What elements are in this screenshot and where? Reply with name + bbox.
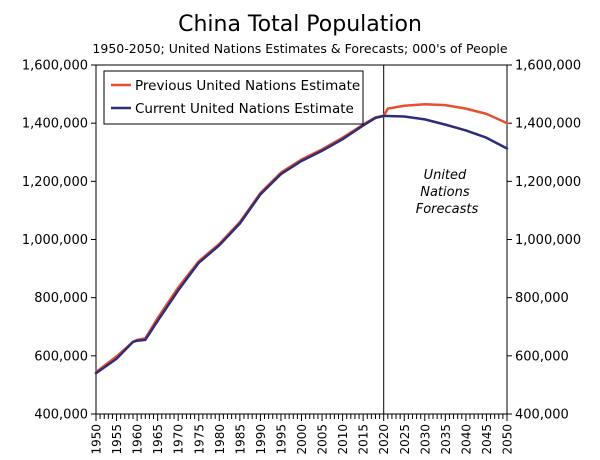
y-tick-label-right: 600,000 (515, 349, 569, 364)
legend: Previous United Nations Estimate Current… (103, 70, 364, 125)
x-tick-label: 1985 (233, 424, 247, 455)
x-tick-label: 1970 (172, 424, 186, 455)
x-tick-label: 2040 (459, 424, 473, 455)
y-tick-label-right: 1,400,000 (515, 117, 581, 132)
y-tick-label-right: 1,000,000 (515, 233, 581, 248)
series-group (94, 103, 509, 375)
x-tick-label: 1965 (151, 424, 165, 455)
x-tick-label: 2010 (336, 424, 350, 455)
series-line-previous (94, 103, 509, 374)
x-tick-label: 2005 (316, 424, 330, 455)
y-tick-label-right: 1,200,000 (515, 175, 581, 190)
y-tick-label-left: 400,000 (34, 408, 88, 423)
x-tick-label: 2015 (357, 424, 371, 455)
x-tick-label: 1950 (90, 424, 104, 455)
y-tick-label-left: 1,200,000 (22, 175, 88, 190)
forecast-annotation-line-1: United (424, 168, 467, 183)
x-tick-label: 1955 (110, 424, 124, 455)
legend-box (103, 70, 364, 125)
x-tick-label: 1995 (274, 424, 288, 455)
x-tick-label: 2020 (377, 424, 391, 455)
x-tick-label: 2030 (418, 424, 432, 455)
y-tick-label-left: 1,000,000 (22, 233, 88, 248)
x-tick-label: 1990 (254, 424, 268, 455)
x-tick-label: 2000 (295, 424, 309, 455)
y-tick-label-left: 1,600,000 (22, 59, 88, 74)
y-tick-label-right: 1,600,000 (515, 59, 581, 74)
chart-subtitle: 1950-2050; United Nations Estimates & Fo… (92, 41, 507, 56)
x-tick-label: 2035 (439, 424, 453, 455)
series-line-current (94, 114, 509, 375)
y-axis-left: 400,000 600,000 800,000 1,000,000 1,200,000 1… (22, 59, 96, 423)
y-tick-label-left: 800,000 (34, 291, 88, 306)
forecast-annotation-line-3: Forecasts (416, 202, 479, 217)
y-axis-right: 400,000 600,000 800,000 1,000,000 1,200,000 1… (507, 59, 581, 423)
y-tick-label-right: 800,000 (515, 291, 569, 306)
y-tick-label-left: 600,000 (34, 349, 88, 364)
legend-label-current: Current United Nations Estimate (135, 101, 354, 117)
chart-title: China Total Population (178, 12, 422, 37)
x-tick-label: 2025 (398, 424, 412, 455)
x-tick-label: 2045 (480, 424, 494, 455)
x-tick-label: 2050 (501, 424, 515, 455)
x-tick-label: 1980 (213, 424, 227, 455)
y-tick-label-left: 1,400,000 (22, 117, 88, 132)
x-tick-label: 1975 (192, 424, 206, 455)
x-tick-label: 1960 (131, 424, 145, 455)
forecast-annotation: United Nations Forecasts (416, 168, 479, 217)
x-axis: 1950 1955 1960 1965 1970 1975 1980 1985 1990 1995… (90, 414, 515, 455)
legend-label-previous: Previous United Nations Estimate (135, 78, 360, 94)
forecast-annotation-line-2: Nations (420, 185, 470, 200)
y-tick-label-right: 400,000 (515, 408, 569, 423)
